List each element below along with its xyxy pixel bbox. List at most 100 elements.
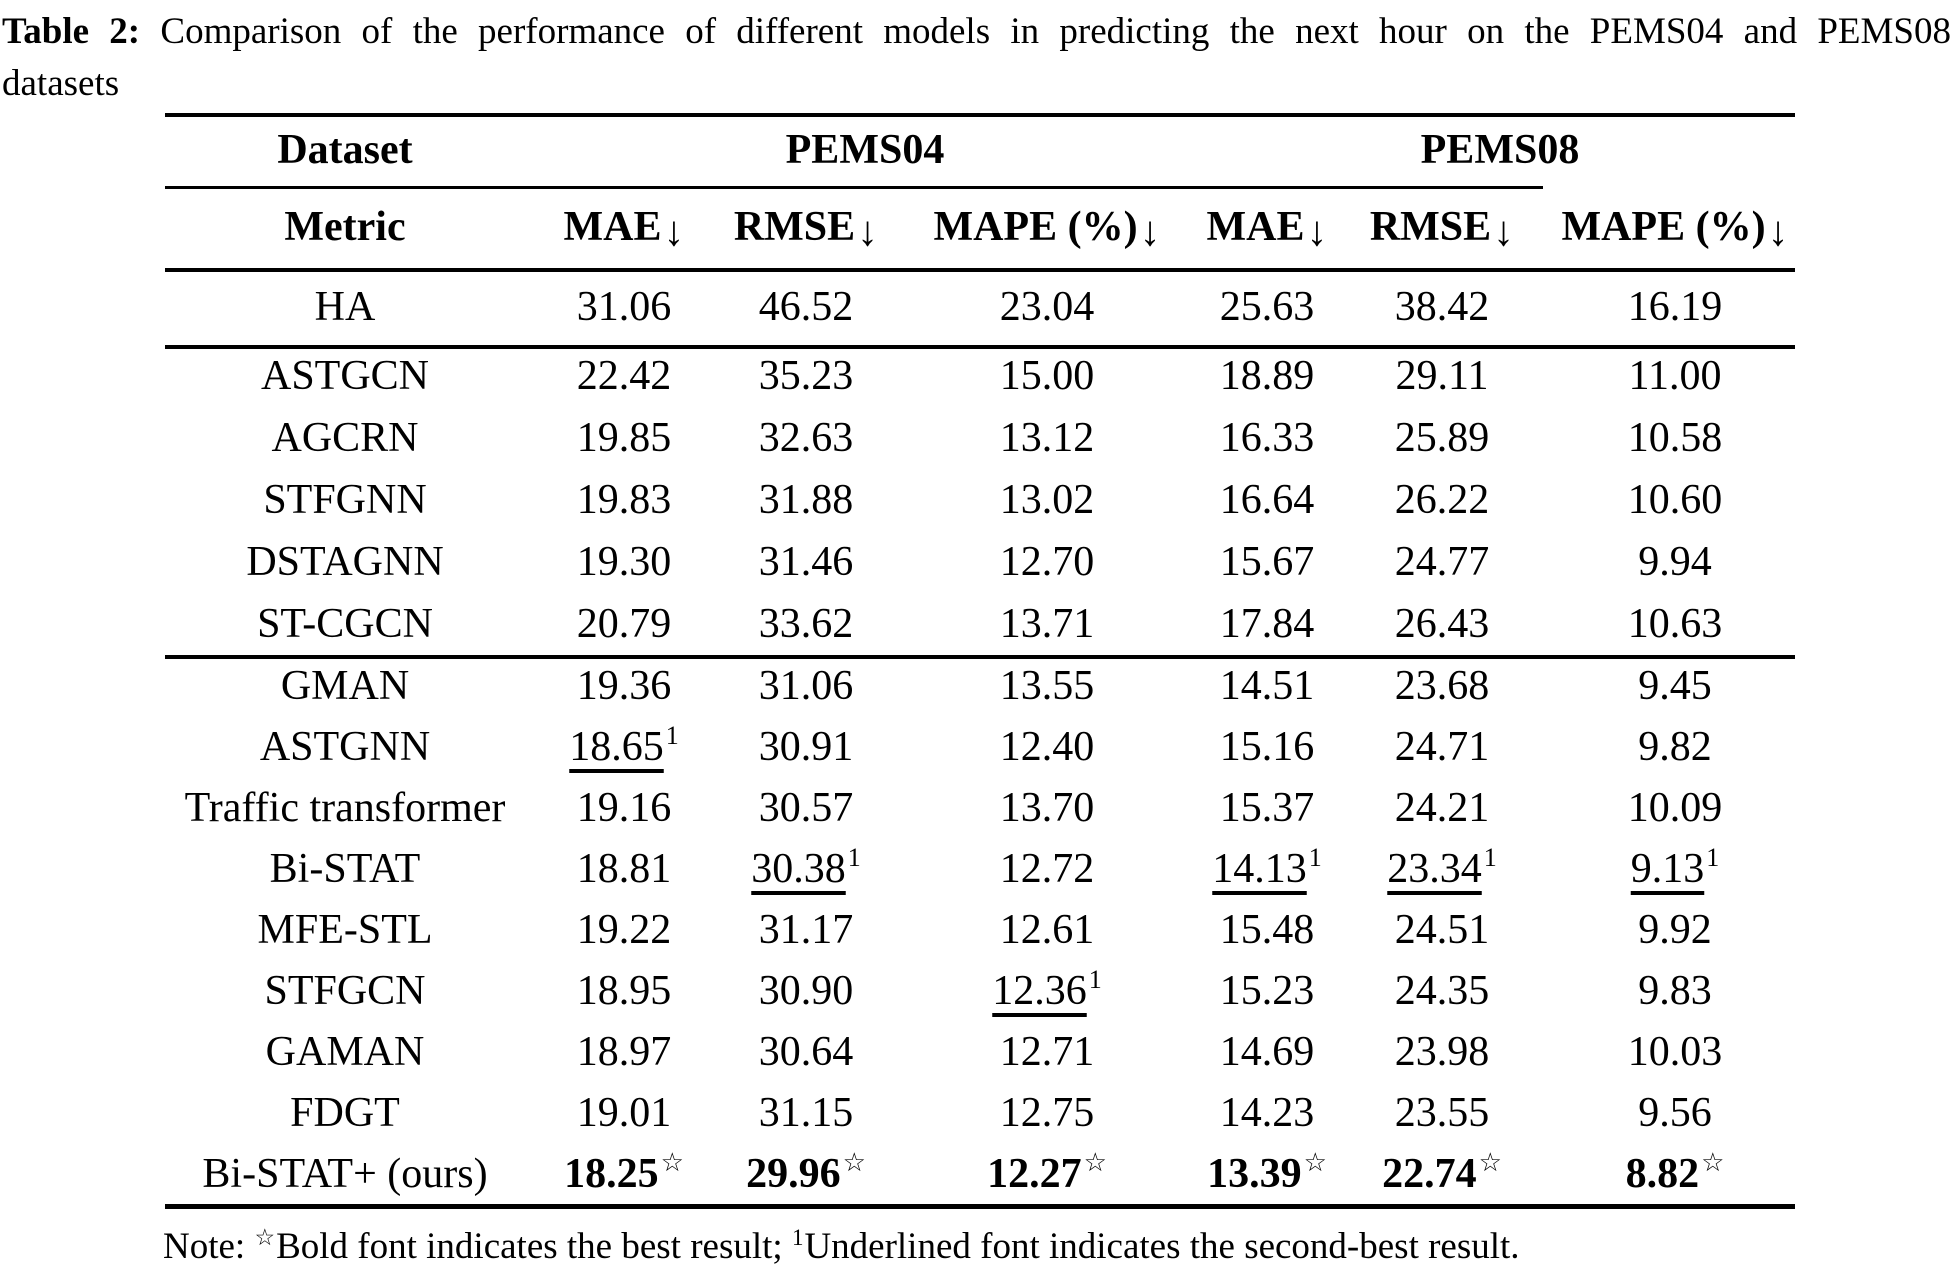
value-cell-pems04-rmse: 30.381 xyxy=(751,842,861,892)
table-row-bi-stat: Bi-STAT 18.81 30.381 12.72 14.131 23.341 9.131 xyxy=(165,838,1795,899)
value-cell-pems04-rmse: 32.63 xyxy=(758,415,854,461)
table-row-astgnn: ASTGNN 18.651 30.91 12.40 15.16 24.71 9.82 xyxy=(165,716,1795,777)
value-cell-pems08-mape: 9.56 xyxy=(1638,1089,1712,1136)
value-cell-pems04-mae: 18.95 xyxy=(576,967,672,1014)
value-cell-pems08-rmse: 26.43 xyxy=(1394,601,1490,647)
value-cell-pems04-rmse: 30.64 xyxy=(758,1028,854,1075)
value-cell-pems04-mape: 13.12 xyxy=(999,415,1095,461)
model-name-cell: AGCRN xyxy=(271,415,419,461)
group-header-pems04: PEMS04 xyxy=(785,126,945,173)
metric-header-pems08-rmse: RMSE↓ xyxy=(1369,204,1515,255)
value-cell-pems08-mape: 9.92 xyxy=(1638,906,1712,953)
metric-header-pems04-mae: MAE↓ xyxy=(563,204,685,255)
model-name-cell: ST-CGCN xyxy=(257,601,433,647)
group-header-pems08: PEMS08 xyxy=(1420,126,1580,173)
note-best-text: Bold font indicates the best result; xyxy=(276,1226,792,1267)
results-table: Dataset PEMS04 PEMS08 Metric MAE↓ RMSE↓ … xyxy=(165,113,1795,1204)
note-prefix: Note: xyxy=(163,1226,255,1267)
table-row-stfgnn: STFGNN 19.83 31.88 13.02 16.64 26.22 10.60 xyxy=(165,469,1795,531)
value-cell-pems04-rmse: 46.52 xyxy=(758,283,854,330)
header-row-datasets: Dataset PEMS04 PEMS08 xyxy=(165,113,1795,186)
value-cell-pems08-mape: 9.131 xyxy=(1630,842,1720,892)
value-cell-pems08-mape: 8.82☆ xyxy=(1625,1147,1725,1197)
table-rule-top xyxy=(165,113,1795,117)
value-cell-pems08-mae: 25.63 xyxy=(1219,283,1315,330)
table-rule-under-metrics xyxy=(165,268,1795,272)
model-name-cell: GMAN xyxy=(280,662,410,709)
value-cell-pems08-mae: 15.37 xyxy=(1219,784,1315,831)
table-caption-label: Table 2: xyxy=(2,11,141,52)
value-cell-pems04-mae: 18.81 xyxy=(576,845,672,892)
metric-header-cell: Metric xyxy=(284,204,406,250)
metric-header-pems04-mape: MAPE (%)↓ xyxy=(933,204,1161,255)
table-note: Note: ☆Bold font indicates the best resu… xyxy=(163,1225,1520,1267)
metric-header-pems04-rmse: RMSE↓ xyxy=(733,204,879,255)
value-cell-pems04-mape: 13.55 xyxy=(999,662,1095,709)
value-cell-pems04-rmse: 30.91 xyxy=(758,723,854,770)
table-row-agcrn: AGCRN 19.85 32.63 13.12 16.33 25.89 10.58 xyxy=(165,407,1795,469)
table-row-astgcn: ASTGCN 22.42 35.23 15.00 18.89 29.11 11.00 xyxy=(165,345,1795,407)
table-row-ha: HA 31.06 46.52 23.04 25.63 38.42 16.19 xyxy=(165,268,1795,345)
value-cell-pems08-mae: 14.131 xyxy=(1212,842,1322,892)
value-cell-pems04-rmse: 35.23 xyxy=(758,353,854,399)
value-cell-pems08-mae: 18.89 xyxy=(1219,353,1315,399)
value-cell-pems08-rmse: 24.77 xyxy=(1394,539,1490,585)
model-name-cell: STFGCN xyxy=(264,967,426,1014)
value-cell-pems04-mae: 19.16 xyxy=(576,784,672,831)
down-arrow-icon: ↓ xyxy=(1493,209,1515,255)
table-row-bi-stat-ours: Bi-STAT+ (ours) 18.25☆ 29.96☆ 12.27☆ 13.39☆ 2… xyxy=(165,1143,1795,1204)
value-cell-pems04-mae: 18.651 xyxy=(569,720,679,770)
table-caption-text: Comparison of the performance of differe… xyxy=(160,11,1952,52)
value-cell-pems04-mae: 22.42 xyxy=(576,353,672,399)
value-cell-pems08-mae: 17.84 xyxy=(1219,601,1315,647)
value-cell-pems04-rmse: 30.90 xyxy=(758,967,854,1014)
value-cell-pems04-mape: 12.71 xyxy=(999,1028,1095,1075)
value-cell-pems04-mape: 12.61 xyxy=(999,906,1095,953)
value-cell-pems08-rmse: 29.11 xyxy=(1395,353,1489,399)
down-arrow-icon: ↓ xyxy=(1306,209,1328,255)
model-name-cell: Bi-STAT xyxy=(269,845,421,892)
value-cell-pems04-mape: 12.361 xyxy=(992,964,1102,1014)
value-cell-pems04-mae: 19.83 xyxy=(576,477,672,523)
value-cell-pems08-rmse: 24.51 xyxy=(1394,906,1490,953)
value-cell-pems08-mae: 16.64 xyxy=(1219,477,1315,523)
table-row-st-cgcn: ST-CGCN 20.79 33.62 13.71 17.84 26.43 10.63 xyxy=(165,593,1795,655)
table-row-traffic-transformer: Traffic transformer 19.16 30.57 13.70 15.37 2… xyxy=(165,777,1795,838)
value-cell-pems04-mae: 18.25☆ xyxy=(564,1147,684,1197)
model-name-cell: GAMAN xyxy=(265,1028,425,1075)
down-arrow-icon: ↓ xyxy=(1767,209,1789,255)
table-row-dstagnn: DSTAGNN 19.30 31.46 12.70 15.67 24.77 9.94 xyxy=(165,531,1795,593)
down-arrow-icon: ↓ xyxy=(663,209,685,255)
value-cell-pems08-mae: 15.16 xyxy=(1219,723,1315,770)
value-cell-pems04-rmse: 31.88 xyxy=(758,477,854,523)
value-cell-pems04-mae: 19.30 xyxy=(576,539,672,585)
value-cell-pems04-mape: 23.04 xyxy=(999,283,1095,330)
metric-header-pems08-mape: MAPE (%)↓ xyxy=(1561,204,1789,255)
table-caption-line2: datasets xyxy=(2,63,120,104)
down-arrow-icon: ↓ xyxy=(857,209,879,255)
value-cell-pems04-mae: 19.01 xyxy=(576,1089,672,1136)
value-cell-pems08-mape: 9.83 xyxy=(1638,967,1712,1014)
table-caption-line1: Table 2: Comparison of the performance o… xyxy=(2,6,1951,58)
header-row-metrics: Metric MAE↓ RMSE↓ MAPE (%)↓ MAE↓ RMSE↓ M… xyxy=(165,186,1795,268)
table-row-gaman: GAMAN 18.97 30.64 12.71 14.69 23.98 10.03 xyxy=(165,1021,1795,1082)
value-cell-pems04-rmse: 31.15 xyxy=(758,1089,854,1136)
value-cell-pems08-rmse: 22.74☆ xyxy=(1382,1147,1502,1197)
model-name-cell: MFE-STL xyxy=(257,906,433,953)
value-cell-pems04-rmse: 31.06 xyxy=(758,662,854,709)
value-cell-pems08-rmse: 23.68 xyxy=(1394,662,1490,709)
model-name-cell: ASTGNN xyxy=(259,723,431,770)
table-row-gman: GMAN 19.36 31.06 13.55 14.51 23.68 9.45 xyxy=(165,655,1795,716)
table-rule-under-datasets xyxy=(165,186,1543,189)
value-cell-pems04-mae: 19.22 xyxy=(576,906,672,953)
table-row-mfe-stl: MFE-STL 19.22 31.17 12.61 15.48 24.51 9.92 xyxy=(165,899,1795,960)
value-cell-pems04-rmse: 29.96☆ xyxy=(746,1147,866,1197)
value-cell-pems08-mae: 14.23 xyxy=(1219,1089,1315,1136)
model-name-cell: ASTGCN xyxy=(260,353,430,399)
value-cell-pems04-mape: 12.70 xyxy=(999,539,1095,585)
value-cell-pems08-mape: 9.45 xyxy=(1638,662,1712,709)
value-cell-pems08-mae: 15.23 xyxy=(1219,967,1315,1014)
value-cell-pems08-mape: 10.09 xyxy=(1627,784,1723,831)
model-name-cell: STFGNN xyxy=(263,477,427,523)
value-cell-pems04-rmse: 33.62 xyxy=(758,601,854,647)
